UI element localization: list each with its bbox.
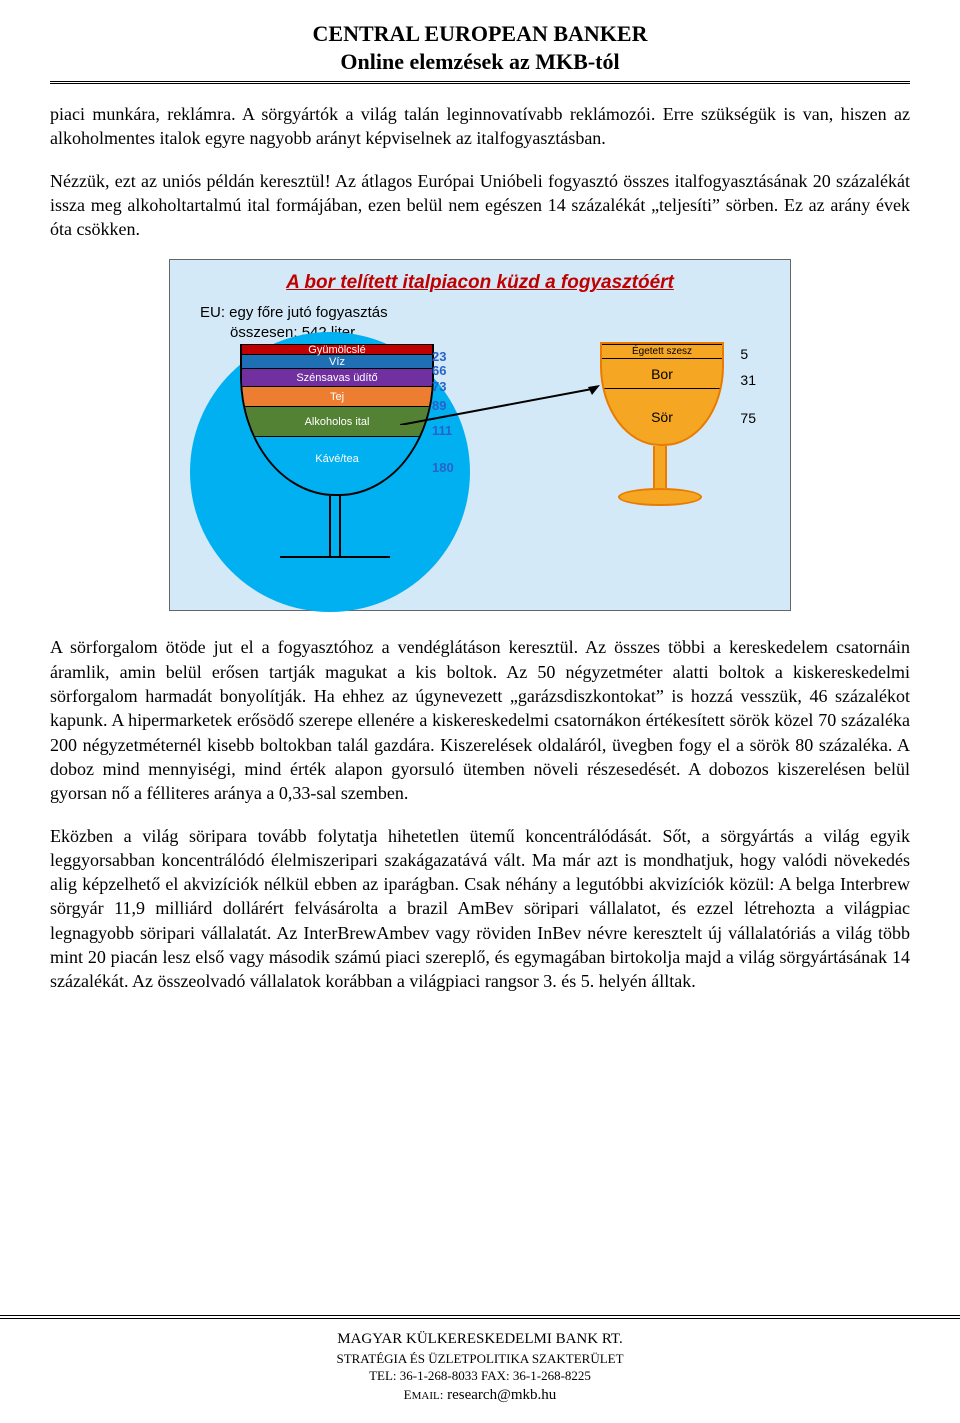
left-seg-1: Víz bbox=[242, 354, 432, 368]
footer-line1: MAGYAR KÜLKERESKEDELMI BANK RT. bbox=[0, 1329, 960, 1349]
right-seg-0: Égetett szesz bbox=[602, 344, 722, 358]
page: CENTRAL EUROPEAN BANKER Online elemzések… bbox=[0, 0, 960, 1423]
left-glass-base bbox=[280, 556, 390, 562]
right-glass-values: 5 31 75 bbox=[740, 346, 756, 474]
left-glass-stem bbox=[329, 496, 341, 556]
left-glass-bowl: GyümölcsléVízSzénsavas üdítőTejAlkoholos… bbox=[240, 344, 434, 496]
right-val-0: 5 bbox=[740, 346, 756, 364]
left-val-4: 111 bbox=[432, 416, 454, 446]
right-glass-bowl: Égetett szeszBorSör bbox=[600, 342, 724, 446]
left-val-1: 66 bbox=[432, 364, 454, 378]
footer-line3: TEL: 36-1-268-8033 FAX: 36-1-268-8225 bbox=[0, 1367, 960, 1385]
footer-rule bbox=[0, 1315, 960, 1319]
right-val-1: 31 bbox=[740, 372, 756, 402]
header-line1: CENTRAL EUROPEAN BANKER bbox=[50, 20, 910, 48]
left-seg-4: Alkoholos ital bbox=[242, 406, 432, 436]
left-glass: GyümölcsléVízSzénsavas üdítőTejAlkoholos… bbox=[240, 344, 430, 562]
left-val-5: 180 bbox=[432, 446, 454, 490]
left-seg-5: Kávé/tea bbox=[242, 436, 432, 480]
left-glass-values: 23667389111180 bbox=[432, 350, 454, 490]
footer-line2: STRATÉGIA ÉS ÜZLETPOLITIKA SZAKTERÜLET bbox=[0, 1350, 960, 1368]
paragraph-3: A sörforgalom ötöde jut el a fogyasztóho… bbox=[50, 635, 910, 805]
paragraph-4: Eközben a világ söripara tovább folytatj… bbox=[50, 824, 910, 994]
paragraph-2: Nézzük, ezt az uniós példán keresztül! A… bbox=[50, 169, 910, 242]
left-val-3: 89 bbox=[432, 396, 454, 416]
right-val-2: 75 bbox=[740, 410, 756, 466]
chart-subtitle-1: EU: egy főre jutó fogyasztás bbox=[200, 304, 388, 321]
left-val-2: 73 bbox=[432, 378, 454, 396]
right-glass-stem bbox=[653, 446, 667, 488]
right-seg-2: Sör bbox=[602, 388, 722, 444]
left-seg-2: Szénsavas üdítő bbox=[242, 368, 432, 386]
right-glass-base bbox=[618, 488, 702, 506]
right-seg-1: Bor bbox=[602, 358, 722, 388]
right-glass: Égetett szeszBorSör bbox=[600, 342, 720, 506]
left-seg-0: Gyümölcslé bbox=[242, 344, 432, 354]
header-line2: Online elemzések az MKB-tól bbox=[50, 48, 910, 76]
chart-title: A bor telített italpiacon küzd a fogyasz… bbox=[170, 272, 790, 294]
page-header: CENTRAL EUROPEAN BANKER Online elemzések… bbox=[50, 20, 910, 75]
header-rule bbox=[50, 81, 910, 84]
footer-line4: EMAIL: research@mkb.hu bbox=[0, 1385, 960, 1405]
page-footer: MAGYAR KÜLKERESKEDELMI BANK RT. STRATÉGI… bbox=[0, 1315, 960, 1405]
paragraph-1: piaci munkára, reklámra. A sörgyártók a … bbox=[50, 102, 910, 151]
left-val-0: 23 bbox=[432, 350, 454, 364]
chart-container: A bor telített italpiacon küzd a fogyasz… bbox=[169, 259, 791, 611]
left-seg-3: Tej bbox=[242, 386, 432, 406]
